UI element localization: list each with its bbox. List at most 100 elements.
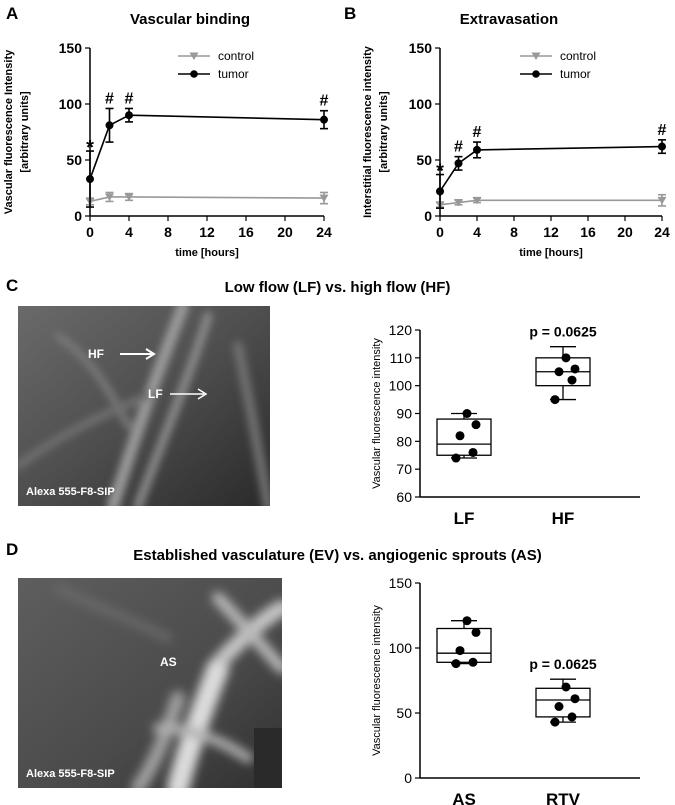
chart-a-annotation: # (320, 93, 329, 110)
chart-c-point-HF (570, 364, 580, 374)
chart-a-point-control (319, 194, 329, 203)
chart-c-y-tick-label: 110 (390, 350, 413, 366)
chart-b-point-control (472, 196, 482, 205)
chart-d-point-AS (462, 616, 472, 626)
chart-b-ylabel-line2: [arbitrary units] (378, 91, 390, 173)
chart-a-x-tick-label: 0 (86, 224, 94, 240)
chart-b-x-tick-label: 12 (543, 224, 559, 240)
microscopy-image-d: AS Alexa 555-F8-SIP (18, 578, 282, 788)
chart-a-legend-label-control: control (218, 49, 254, 63)
chart-c-point-LF (462, 409, 472, 418)
chart-a-y-tick-label: 150 (59, 40, 83, 56)
chart-a-point-control (124, 193, 134, 201)
chart-d-point-RTV (554, 702, 564, 711)
chart-c-point-HF (561, 353, 571, 363)
chart-a-y-tick-label: 0 (74, 208, 82, 224)
chart-d-point-AS (468, 657, 478, 667)
chart-d-category-label: RTV (546, 790, 581, 805)
microscopy-texture-c (18, 306, 270, 506)
chart-b-legend-marker-tumor (532, 70, 540, 78)
chart-b-x-tick-label: 20 (617, 224, 633, 240)
chart-a-point-tumor (320, 115, 328, 124)
chart-d: 0 50 100 150 Vascular fluorescence intensity… (371, 575, 640, 805)
chart-d-y-tick-label: 100 (389, 640, 413, 656)
chart-b-xlabel: time [hours] (519, 247, 583, 259)
chart-c-y-tick-label: 90 (396, 406, 412, 422)
chart-a-point-tumor (86, 175, 94, 184)
chart-a-legend-marker-tumor (190, 70, 198, 78)
chart-c-y-tick-label: 70 (396, 461, 412, 477)
chart-b-annotation: * (436, 161, 444, 183)
chart-d-box-AS (436, 627, 492, 663)
chart-b-title: Extravasation (460, 11, 558, 28)
chart-a-x-tick-label: 12 (199, 224, 215, 240)
chart-a-point-tumor (105, 121, 114, 130)
chart-c-ylabel: Vascular fluorescence intensity (371, 338, 383, 489)
chart-d-point-RTV (561, 682, 571, 692)
chart-c-point-HF (554, 367, 564, 377)
chart-b-y-tick-label: 50 (416, 152, 432, 168)
chart-b: Extravasation 0 50 100 150 0 4 8 12 16 20 24 time [h… (362, 11, 670, 259)
chart-b-point-tumor (454, 159, 463, 168)
chart-b-point-tumor (658, 142, 666, 151)
chart-b-x-tick-label: 24 (654, 224, 670, 240)
chart-c-point-HF (550, 395, 560, 405)
chart-b-annotation: # (454, 139, 463, 156)
hf-label: HF (88, 347, 104, 361)
chart-c-category-label: HF (552, 509, 575, 528)
chart-a-legend-label-tumor: tumor (218, 67, 249, 81)
panel-letter-c: C (6, 276, 19, 295)
chart-a-legend-marker-control (189, 52, 199, 60)
chart-b-annotation: # (473, 124, 482, 141)
chart-b-point-control (454, 199, 463, 207)
chart-a-series-line-tumor (89, 114, 325, 180)
panel-letter-d: D (6, 540, 19, 559)
chart-a-annotation: * (86, 137, 94, 159)
lf-label: LF (148, 387, 163, 401)
chart-d-point-RTV (567, 712, 577, 722)
image-caption-d: Alexa 555-F8-SIP (26, 768, 115, 780)
chart-c-y-tick-label: 120 (389, 322, 413, 338)
chart-d-p-value: p = 0.0625 (529, 656, 597, 672)
chart-c-y-tick-label: 60 (396, 489, 412, 505)
chart-b-x-tick-label: 8 (510, 224, 518, 240)
chart-c-y-tick-label: 80 (396, 433, 412, 449)
chart-a-annotation: # (105, 90, 114, 107)
chart-a: Vascular binding 0 50 100 150 0 4 8 12 16 20 24 time… (3, 11, 332, 259)
image-caption-c: Alexa 555-F8-SIP (26, 486, 115, 498)
chart-d-y-tick-label: 150 (389, 575, 413, 591)
chart-d-point-RTV (550, 717, 560, 727)
microscopy-image-c: HF LF Alexa 555-F8-SIP (18, 306, 270, 506)
chart-b-ylabel-line1: Interstitial fluorescence intensity (362, 45, 374, 218)
chart-c-point-HF (567, 375, 577, 385)
chart-a-x-tick-label: 8 (164, 224, 172, 240)
chart-c-category-label: LF (454, 509, 475, 528)
chart-d-category-label: AS (452, 790, 476, 805)
chart-a-x-tick-label: 16 (238, 224, 254, 240)
panel-letter-b: B (344, 4, 357, 23)
panel-d-title: Established vasculature (EV) vs. angioge… (133, 547, 542, 564)
chart-d-point-AS (471, 627, 481, 637)
chart-d-point-AS (451, 659, 461, 669)
chart-b-y-tick-label: 0 (424, 208, 432, 224)
chart-b-legend-marker-control (531, 52, 541, 60)
chart-a-x-tick-label: 20 (277, 224, 293, 240)
chart-c: 60 70 80 90 100 110 120 Vascular fluorescence i… (371, 322, 640, 528)
chart-a-ylabel-line2: [arbitrary units] (19, 91, 31, 173)
chart-b-y-tick-label: 150 (409, 40, 433, 56)
chart-b-point-tumor (436, 187, 444, 196)
chart-a-x-tick-label: 24 (316, 224, 332, 240)
chart-c-point-LF (468, 447, 478, 457)
chart-a-y-tick-label: 100 (59, 96, 83, 112)
chart-c-point-LF (455, 431, 465, 441)
chart-c-point-LF (451, 453, 461, 463)
chart-d-ylabel: Vascular fluorescence intensity (371, 605, 383, 756)
chart-b-series-line-control (439, 199, 662, 206)
chart-b-legend-label-control: control (560, 49, 596, 63)
panel-c-title: Low flow (LF) vs. high flow (HF) (224, 279, 451, 296)
chart-a-ylabel-line1: Vascular fluorescence Intensity (3, 49, 15, 214)
chart-b-x-tick-label: 16 (580, 224, 596, 240)
chart-b-series-line-tumor (439, 145, 663, 192)
chart-b-point-control (657, 196, 667, 205)
chart-b-legend-label-tumor: tumor (560, 67, 591, 81)
